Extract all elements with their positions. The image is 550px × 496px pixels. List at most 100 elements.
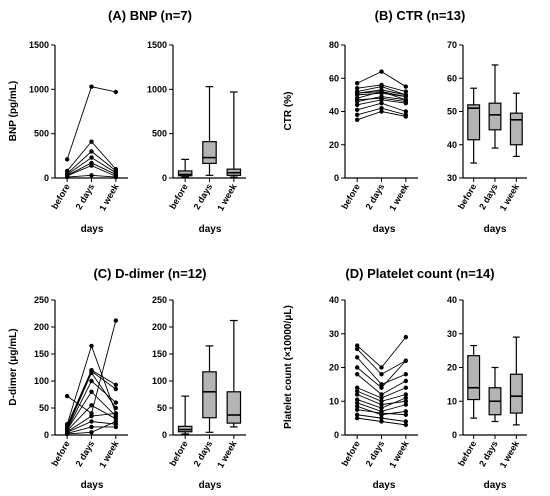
panel-d-title: (D) Platelet count (n=14) <box>345 266 494 281</box>
chart-2-ytick-label-4: 80 <box>329 40 339 50</box>
chart-6-point-2-0 <box>354 355 360 360</box>
chart-4-point-3-2 <box>113 386 119 392</box>
chart-4-point-11-0 <box>64 431 70 437</box>
chart-2-point-12-1 <box>379 109 384 114</box>
chart-6-point-4-0 <box>354 372 360 377</box>
chart-2-ytick-label-2: 40 <box>329 107 339 117</box>
chart-6-category-label-1: 2 days <box>364 439 387 468</box>
chart-6-point-0-0 <box>354 343 360 348</box>
chart-0-category-label-0: before <box>49 182 71 211</box>
panel-a-right-xlabel: days <box>199 224 222 235</box>
chart-7-category-label-0: before <box>456 439 478 468</box>
chart-3-category-label-0: before <box>456 182 478 211</box>
chart-4-point-10-1 <box>89 424 94 430</box>
chart-2-ytick-label-1: 20 <box>329 140 339 150</box>
chart-2-point-8-2 <box>403 97 409 103</box>
chart-5-box-1 <box>202 371 217 419</box>
chart-6-ytick-label-3: 30 <box>329 329 339 339</box>
chart-6-point-5-1 <box>379 395 384 401</box>
chart-6-point-6-2 <box>403 392 409 397</box>
chart-3-box-0 <box>467 104 481 141</box>
chart-2-point-6-1 <box>379 89 384 94</box>
chart-6-ytick-label-2: 20 <box>329 363 339 373</box>
chart-0-category-label-1: 2 days <box>74 182 97 211</box>
chart-1-ytick-label-1: 500 <box>152 129 167 139</box>
chart-0-point-0-2 <box>113 89 119 95</box>
chart-4-point-9-1 <box>89 419 94 424</box>
chart-0-point-2-1 <box>89 149 94 154</box>
chart-5-ytick-label-3: 150 <box>152 349 167 359</box>
chart-0-point-3-1 <box>89 155 94 160</box>
chart-2-point-2-1 <box>379 84 384 89</box>
chart-5-category-label-2: 1 week <box>215 438 239 469</box>
chart-6-point-13-1 <box>379 419 384 424</box>
chart-2-category-label-0: before <box>339 182 361 211</box>
chart-7-ytick-label-3: 30 <box>447 329 457 339</box>
panel-d-ylabel: Platelet count (×10000/μL) <box>283 305 294 429</box>
chart-6-point-13-2 <box>403 422 409 428</box>
chart-3-ytick-label-0: 30 <box>447 173 457 183</box>
chart-5-ytick-label-0: 0 <box>162 430 167 440</box>
panel-d-right-xlabel: days <box>484 480 507 491</box>
chart-4-point-4-2 <box>113 405 119 411</box>
panel-d-left-xlabel: days <box>373 480 396 491</box>
chart-2-ytick-label-3: 60 <box>329 73 339 83</box>
chart-2-point-12-0 <box>354 117 360 123</box>
chart-1-group: 0 500 1000 1500 before 2 days 1 week <box>147 40 246 213</box>
chart-4-point-7-1 <box>89 403 94 408</box>
panel-b-left-xlabel: days <box>373 224 396 235</box>
chart-2-point-8-0 <box>354 99 360 104</box>
panel-c-ylabel: D-dimer (μg/mL) <box>8 328 19 405</box>
panel-b-right-xlabel: days <box>484 224 507 235</box>
chart-0-point-5-1 <box>89 163 94 168</box>
chart-7-box-2 <box>509 373 523 414</box>
chart-4-ytick-label-3: 150 <box>34 349 49 359</box>
chart-1-box-0 <box>177 170 193 177</box>
chart-5-ytick-label-5: 250 <box>152 295 167 305</box>
chart-7-category-label-2: 1 week <box>498 438 522 469</box>
chart-6-point-3-2 <box>403 358 409 363</box>
chart-1-ytick-label-2: 1000 <box>147 84 167 94</box>
chart-2-category-label-1: 2 days <box>364 182 387 211</box>
chart-3-category-label-1: 2 days <box>477 182 500 211</box>
chart-2-point-12-2 <box>403 114 409 119</box>
chart-6-ytick-label-0: 0 <box>334 430 339 440</box>
chart-6-point-7-2 <box>403 399 409 404</box>
chart-2-point-10-2 <box>403 109 409 114</box>
chart-6-point-8-2 <box>403 395 409 401</box>
chart-2-point-0-2 <box>403 84 409 89</box>
chart-1-category-label-0: before <box>167 182 189 211</box>
chart-4-point-11-1 <box>89 430 94 435</box>
chart-4-group: 0 50 100 150 200 250 before 2 days 1 week <box>34 295 128 470</box>
chart-7-ytick-label-2: 20 <box>447 363 457 373</box>
chart-4-point-4-1 <box>89 370 94 376</box>
chart-4-point-0-0 <box>64 393 70 399</box>
chart-6-point-12-2 <box>403 419 409 424</box>
chart-4-ytick-label-5: 250 <box>34 295 49 305</box>
panel-a-left-xlabel: days <box>81 224 104 235</box>
chart-2-ytick-label-0: 0 <box>334 173 339 183</box>
chart-0-point-6-1 <box>89 173 94 178</box>
chart-2-point-5-2 <box>403 94 409 99</box>
chart-2-point-1-2 <box>403 89 409 94</box>
chart-6-ytick-label-1: 10 <box>329 396 339 406</box>
chart-5-category-label-0: before <box>167 439 189 468</box>
chart-2-point-10-0 <box>354 107 360 113</box>
chart-2-point-9-2 <box>403 100 409 106</box>
chart-6-point-9-2 <box>403 402 409 407</box>
chart-4-point-5-1 <box>89 378 94 384</box>
chart-0-ytick-label-1: 500 <box>34 129 49 139</box>
chart-6-point-6-0 <box>354 388 360 394</box>
chart-6-point-7-1 <box>379 402 384 407</box>
chart-0-point-0-1 <box>89 84 94 89</box>
chart-3-ytick-label-2: 50 <box>447 107 457 117</box>
chart-4-category-label-2: 1 week <box>97 438 121 469</box>
chart-4-point-1-1 <box>89 343 94 349</box>
chart-1-ytick-label-3: 1500 <box>147 40 167 50</box>
chart-6-point-11-0 <box>354 407 360 412</box>
chart-4-point-2-2 <box>113 382 119 387</box>
chart-0-ytick-label-0: 0 <box>44 173 49 183</box>
